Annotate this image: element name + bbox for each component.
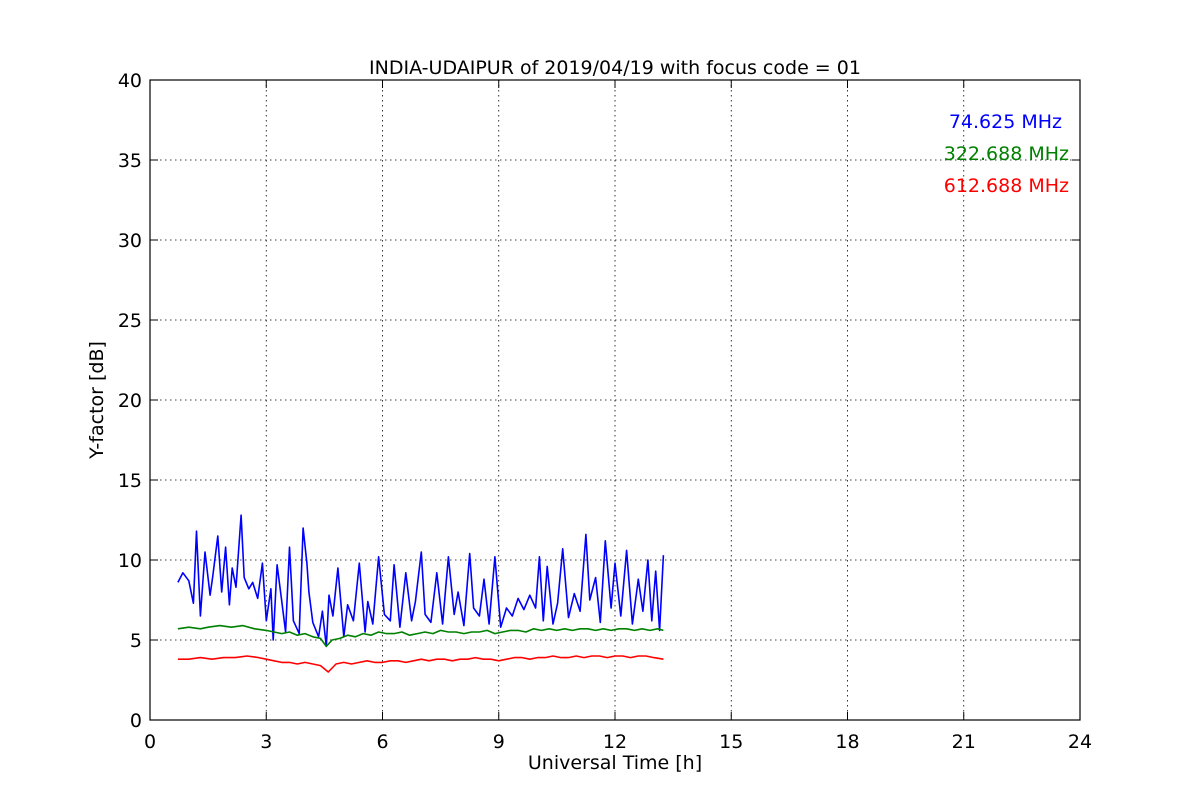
y-axis-label: Y-factor [dB] <box>86 341 108 460</box>
y-tick-label: 30 <box>118 230 142 252</box>
series-line-1 <box>177 624 664 648</box>
y-tick-label: 15 <box>118 470 142 492</box>
x-tick-label: 18 <box>835 731 859 753</box>
y-tick-label: 5 <box>130 630 142 652</box>
y-tick-label: 20 <box>118 390 142 412</box>
y-tick-label: 0 <box>130 710 142 732</box>
y-tick-label: 25 <box>118 310 142 332</box>
series-lines <box>177 514 665 673</box>
x-tick-label: 15 <box>719 731 743 753</box>
legend-entry: 612.688 MHz <box>944 175 1069 197</box>
x-tick-label: 24 <box>1068 731 1092 753</box>
x-axis-label: Universal Time [h] <box>528 752 702 774</box>
y-tick-label: 40 <box>118 70 142 92</box>
axis-ticks: 0 3 6 9 12 15 18 21 24 0 5 10 15 20 25 30 35 40 <box>118 70 1092 753</box>
grid <box>150 80 1080 720</box>
x-tick-label: 21 <box>952 731 976 753</box>
x-tick-label: 0 <box>144 731 156 753</box>
legend: 74.625 MHz 322.688 MHz 612.688 MHz <box>944 111 1069 197</box>
legend-entry: 322.688 MHz <box>944 143 1069 165</box>
series-line-0 <box>177 514 665 648</box>
series-line-2 <box>177 655 664 673</box>
legend-entry: 74.625 MHz <box>949 111 1062 133</box>
y-tick-label: 10 <box>118 550 142 572</box>
y-tick-label: 35 <box>118 150 142 172</box>
x-tick-label: 6 <box>376 731 388 753</box>
x-tick-label: 12 <box>603 731 627 753</box>
x-tick-label: 3 <box>260 731 272 753</box>
chart-title: INDIA-UDAIPUR of 2019/04/19 with focus c… <box>369 57 861 79</box>
x-tick-label: 9 <box>493 731 505 753</box>
